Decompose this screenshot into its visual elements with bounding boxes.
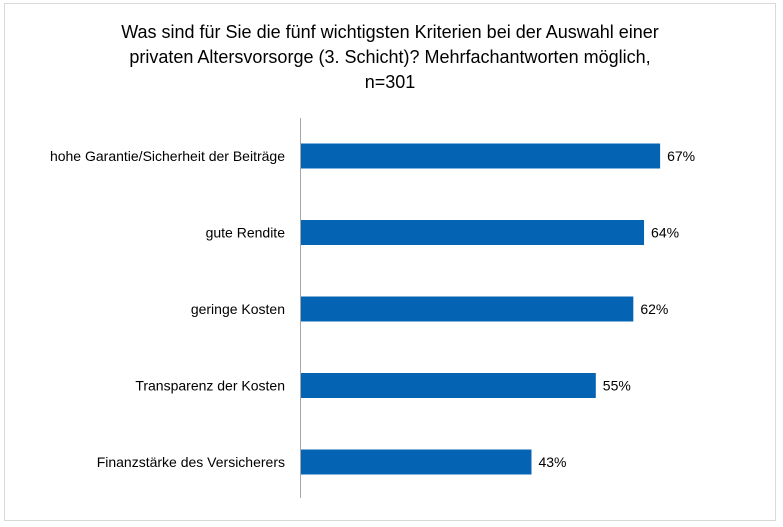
- category-label: hohe Garantie/Sicherheit der Beiträge: [50, 148, 285, 164]
- data-label: 64%: [651, 225, 679, 241]
- data-label: 43%: [538, 454, 566, 470]
- category-label: Transparenz der Kosten: [135, 378, 285, 394]
- chart-title: Was sind für Sie die fünf wichtigsten Kr…: [90, 20, 690, 95]
- chart-title-line-2: privaten Altersvorsorge (3. Schicht)? Me…: [129, 47, 651, 67]
- chart-frame: [4, 3, 776, 521]
- category-label: geringe Kosten: [191, 301, 285, 317]
- category-label: Finanzstärke des Versicherers: [97, 454, 285, 470]
- category-label: gute Rendite: [206, 225, 286, 241]
- bar: [301, 143, 661, 169]
- bar: [301, 220, 645, 245]
- data-label: 55%: [603, 378, 631, 394]
- data-label: 67%: [667, 148, 695, 164]
- data-label: 62%: [640, 301, 668, 317]
- bar: [301, 449, 532, 475]
- chart-title-line-3: n=301: [364, 72, 416, 92]
- chart-title-line-1: Was sind für Sie die fünf wichtigsten Kr…: [121, 22, 659, 42]
- bar: [301, 373, 596, 398]
- bars-layer: hohe Garantie/Sicherheit der Beiträge 67%…: [50, 143, 695, 475]
- bar: [301, 296, 634, 322]
